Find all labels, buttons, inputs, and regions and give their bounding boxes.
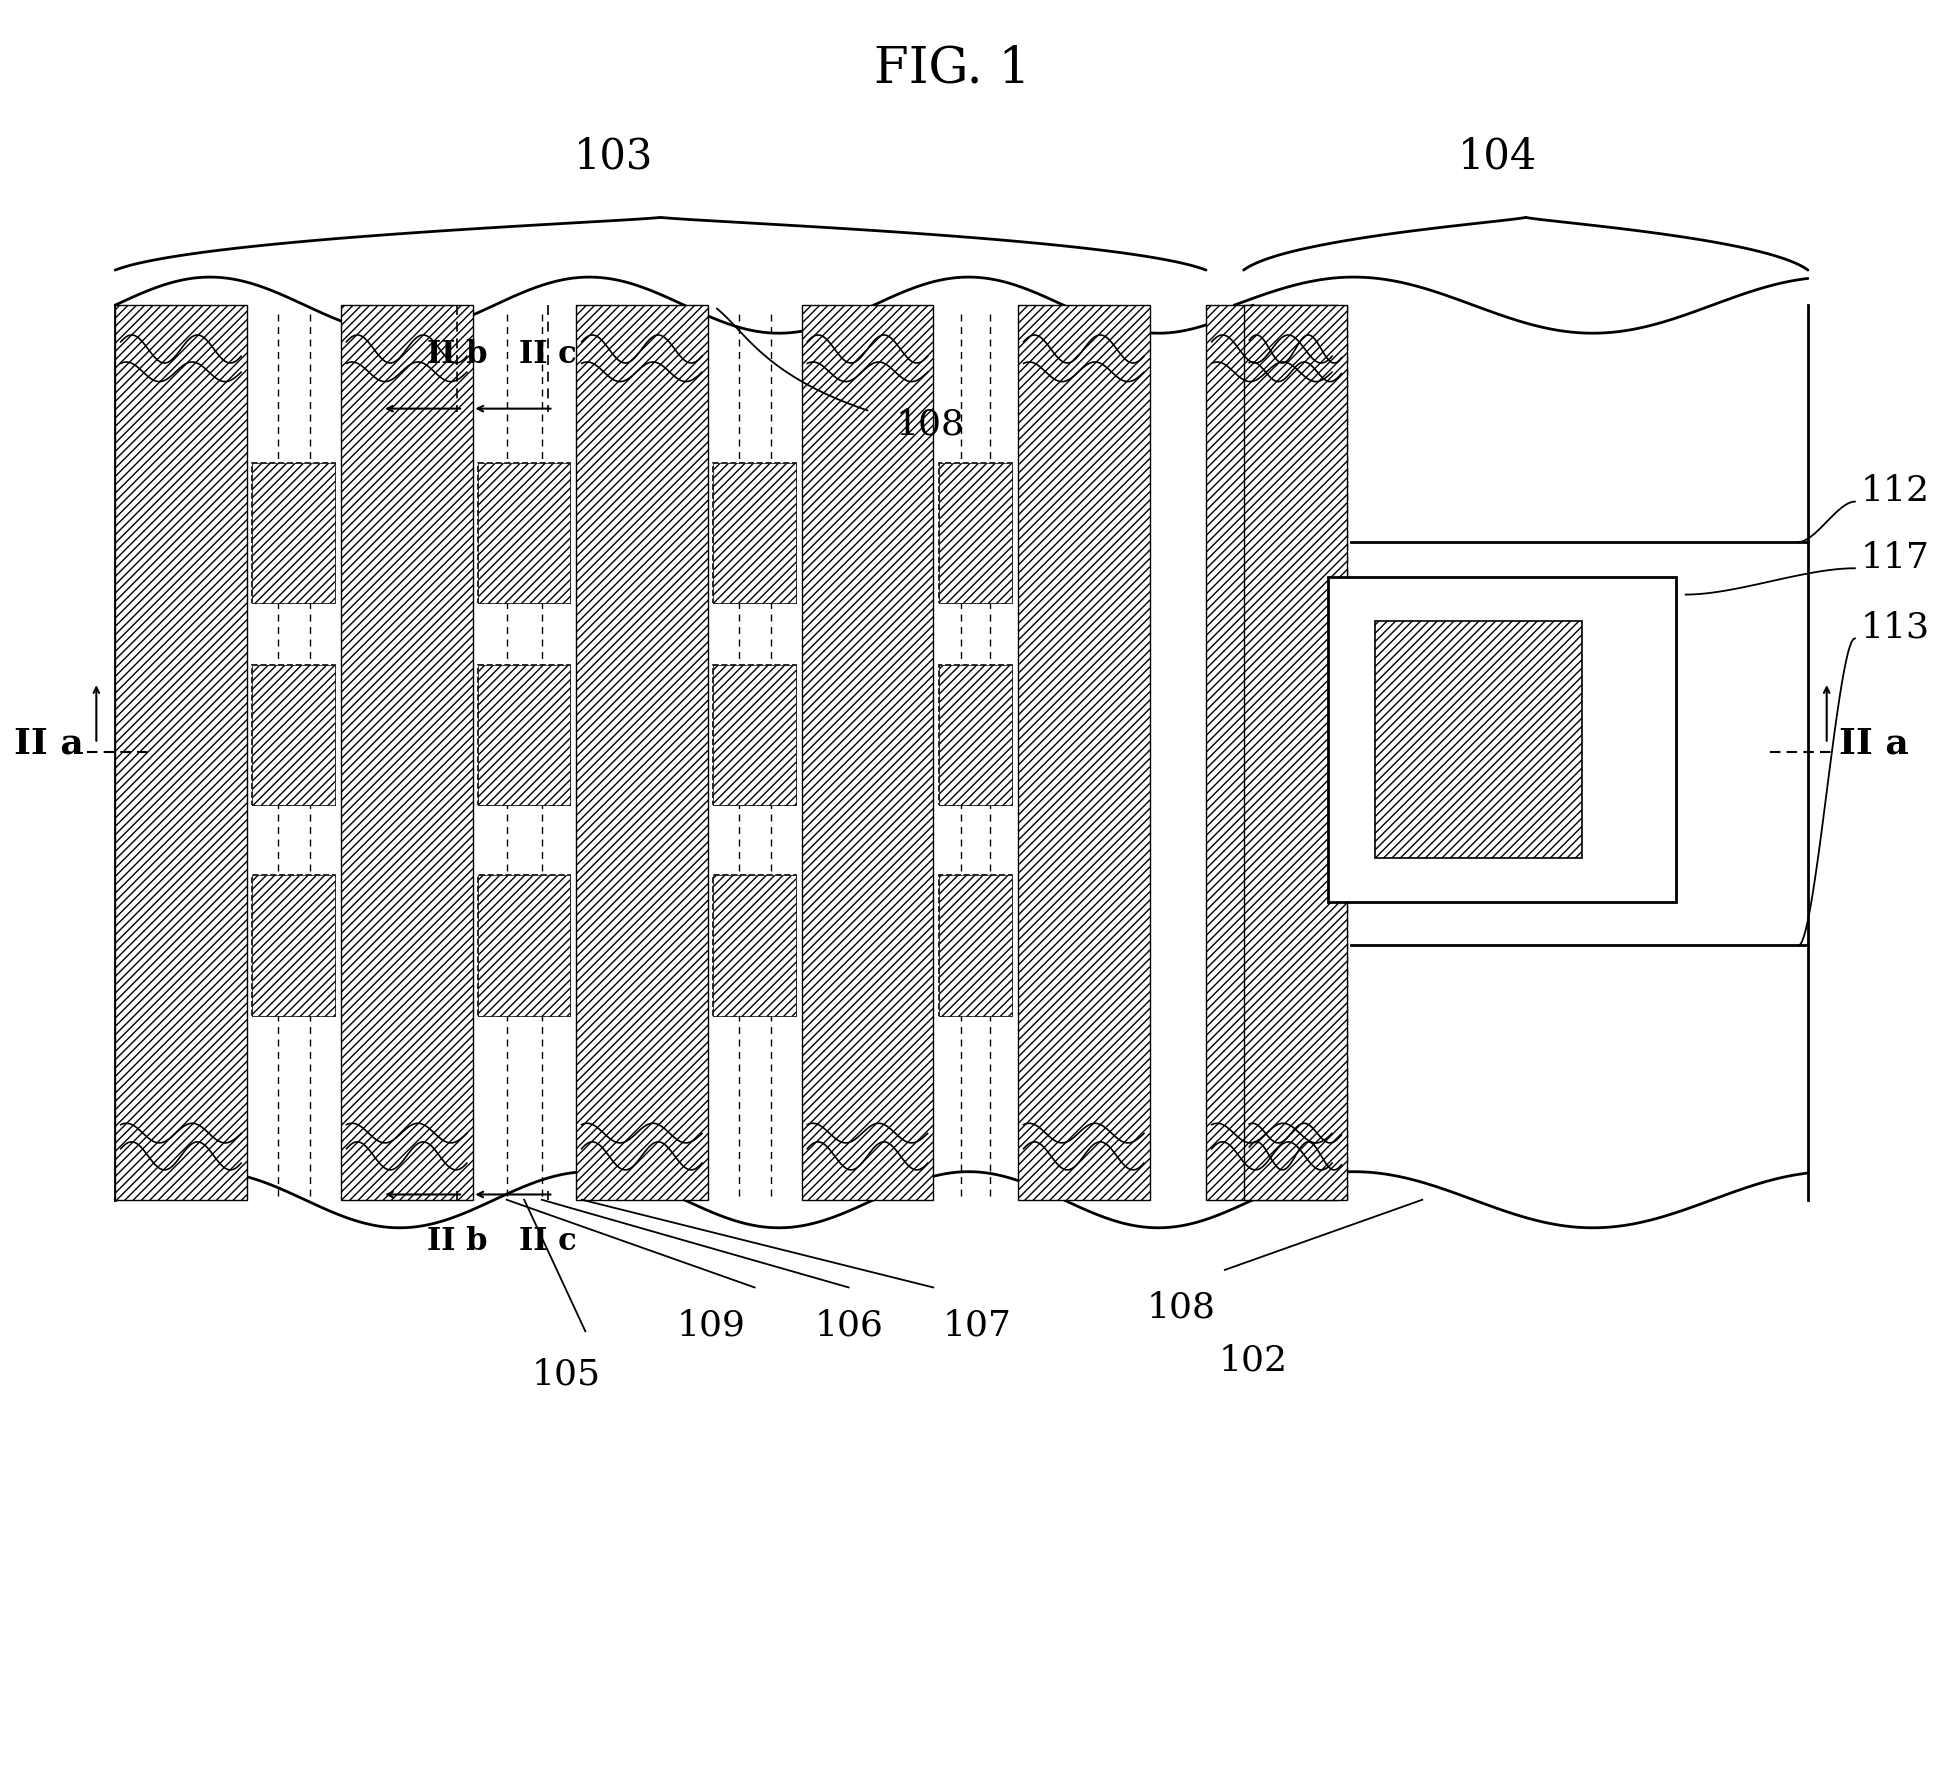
Bar xyxy=(1018,306,1150,1200)
Bar xyxy=(938,665,1012,804)
Bar xyxy=(253,875,336,1015)
Bar xyxy=(253,463,336,603)
Bar xyxy=(713,463,797,603)
Text: II a: II a xyxy=(1838,727,1908,760)
Bar xyxy=(478,665,571,804)
Text: 105: 105 xyxy=(532,1358,600,1391)
Bar xyxy=(1350,543,1807,946)
Bar xyxy=(575,306,707,1200)
Text: 103: 103 xyxy=(573,134,653,177)
Text: 113: 113 xyxy=(1861,612,1929,645)
Text: II b: II b xyxy=(427,1225,488,1257)
Bar xyxy=(340,306,472,1200)
Bar xyxy=(938,875,1012,1015)
Bar xyxy=(802,306,933,1200)
Bar xyxy=(478,463,571,603)
Text: 109: 109 xyxy=(676,1308,746,1342)
Bar xyxy=(478,463,571,603)
Bar xyxy=(1207,306,1337,1200)
Bar xyxy=(938,875,1012,1015)
Bar xyxy=(938,463,1012,603)
Bar xyxy=(478,875,571,1015)
Bar xyxy=(713,875,797,1015)
Bar xyxy=(1376,621,1582,857)
Text: 104: 104 xyxy=(1457,134,1537,177)
Bar xyxy=(713,875,797,1015)
Bar xyxy=(938,665,1012,804)
Text: 112: 112 xyxy=(1861,474,1929,507)
Bar xyxy=(713,665,797,804)
Bar xyxy=(253,665,336,804)
Text: II a: II a xyxy=(14,727,84,760)
Bar xyxy=(253,463,336,603)
Bar xyxy=(1350,306,1807,1200)
Bar xyxy=(1244,306,1346,1200)
Bar xyxy=(938,463,1012,603)
Text: 106: 106 xyxy=(814,1308,884,1342)
Text: II c: II c xyxy=(519,339,577,370)
Text: 108: 108 xyxy=(896,407,964,442)
Bar xyxy=(713,665,797,804)
Bar xyxy=(253,875,336,1015)
Bar xyxy=(478,665,571,804)
Bar xyxy=(713,463,797,603)
Text: 107: 107 xyxy=(942,1308,1012,1342)
Bar xyxy=(115,306,247,1200)
Text: II b: II b xyxy=(427,339,488,370)
Text: 117: 117 xyxy=(1861,541,1929,575)
Text: II c: II c xyxy=(519,1225,577,1257)
Text: 102: 102 xyxy=(1218,1344,1288,1377)
Text: FIG. 1: FIG. 1 xyxy=(874,44,1030,94)
Bar xyxy=(478,875,571,1015)
Text: 108: 108 xyxy=(1146,1291,1216,1324)
Bar xyxy=(253,665,336,804)
Bar xyxy=(1329,576,1677,902)
